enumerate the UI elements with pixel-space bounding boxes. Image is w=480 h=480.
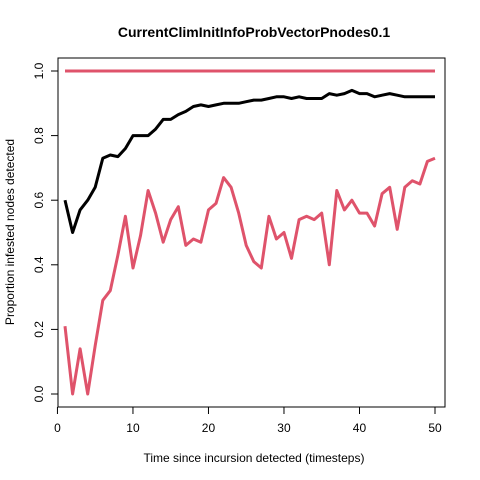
- x-tick-label: 0: [54, 421, 61, 435]
- x-tick-label: 40: [353, 421, 367, 435]
- y-tick-label: 0.2: [32, 321, 46, 338]
- y-tick-label: 1.0: [32, 62, 46, 79]
- x-tick-label: 30: [277, 421, 291, 435]
- x-tick-label: 10: [126, 421, 140, 435]
- y-tick-label: 0.0: [32, 385, 46, 402]
- y-axis: 0.0 0.2 0.4 0.6 0.8 1.0: [32, 62, 59, 402]
- y-tick-label: 0.4: [32, 256, 46, 273]
- y-axis-title: Proportion infested nodes detected: [3, 139, 17, 325]
- y-tick-label: 0.8: [32, 127, 46, 144]
- chart-title: CurrentClimInitInfoProbVectorPnodes0.1: [118, 24, 390, 40]
- x-axis: 0 10 20 30 40 50: [54, 406, 442, 435]
- plot-lines: [63, 69, 436, 396]
- x-tick-label: 20: [202, 421, 216, 435]
- x-tick-label: 50: [428, 421, 442, 435]
- series-line-2: [63, 88, 435, 234]
- plot-frame: [57, 57, 446, 408]
- y-tick-label: 0.6: [32, 192, 46, 209]
- x-axis-title: Time since incursion detected (timesteps…: [144, 451, 365, 465]
- series-line-3: [63, 156, 436, 396]
